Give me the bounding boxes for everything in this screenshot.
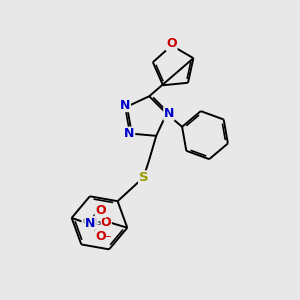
Text: N: N — [120, 99, 130, 112]
Text: N: N — [124, 127, 135, 140]
Text: O: O — [166, 38, 177, 50]
Text: O: O — [95, 230, 106, 243]
Text: CH₃: CH₃ — [82, 218, 101, 227]
Text: N: N — [164, 107, 174, 120]
Text: O: O — [95, 204, 106, 217]
Text: ⁻: ⁻ — [104, 233, 110, 246]
Text: S: S — [139, 171, 148, 184]
Text: N: N — [85, 217, 95, 230]
Text: O: O — [100, 216, 111, 229]
